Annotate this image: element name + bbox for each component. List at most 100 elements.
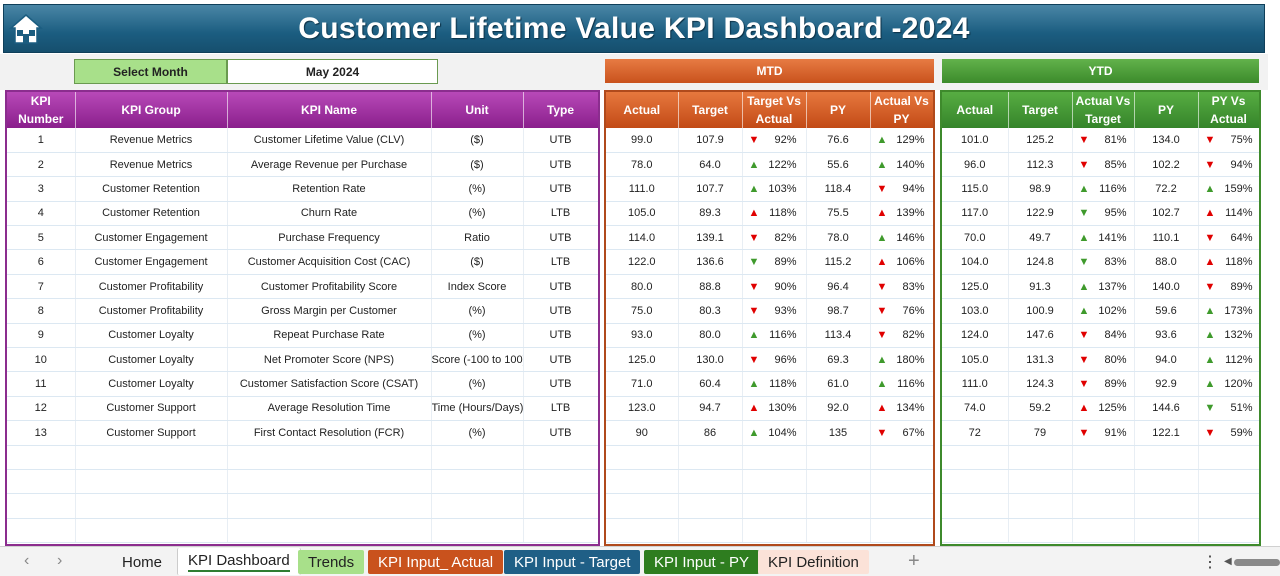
home-icon[interactable] [9, 12, 43, 46]
ytd-actual: 70.0 [942, 225, 1009, 251]
mtd-actual: 114.0 [606, 225, 679, 251]
scrollbar-thumb[interactable] [1234, 559, 1280, 566]
kpi-type: UTB [523, 152, 598, 178]
triangle-down-icon: ▼ [1204, 231, 1216, 244]
mtd-actual: 90 [606, 420, 679, 446]
kpi-unit: Score (-100 to 100) [431, 347, 524, 373]
ytd-actual-vs-target: ▲ 137% [1072, 274, 1135, 300]
table-row: 123.0 94.7 ▲ 130% 92.0 ▲ 134% [606, 396, 933, 422]
empty-cell [7, 469, 76, 495]
percent-value: 94% [1230, 158, 1253, 171]
ytd-target: 122.9 [1008, 201, 1073, 227]
tab-kpi-definition[interactable]: KPI Definition [758, 550, 869, 574]
kpi-group: Customer Loyalty [75, 371, 228, 397]
more-options-icon[interactable]: ⋮ [1202, 554, 1218, 571]
tab-home[interactable]: Home [122, 553, 163, 571]
empty-cell [1072, 518, 1135, 544]
kpi-unit: (%) [431, 176, 524, 202]
mtd-target-vs-actual: ▲ 116% [742, 323, 807, 349]
table-row [7, 518, 598, 544]
mtd-target: 80.0 [678, 323, 743, 349]
empty-cell [742, 469, 807, 495]
kpi-number: 4 [7, 201, 76, 227]
table-row: 125.0 130.0 ▼ 96% 69.3 ▲ 180% [606, 347, 933, 373]
column-header: PY Vs Actual [1198, 92, 1259, 128]
percent-value: 137% [1098, 280, 1127, 293]
table-row: 1 Revenue Metrics Customer Lifetime Value … [7, 128, 598, 153]
empty-cell [742, 518, 807, 544]
table-row: 124.0 147.6 ▼ 84% 93.6 ▲ 132% [942, 323, 1259, 349]
percent-value: 96% [774, 353, 797, 366]
ytd-actual: 104.0 [942, 249, 1009, 275]
percent-value: 102% [1098, 304, 1127, 317]
kpi-group: Revenue Metrics [75, 152, 228, 178]
mtd-actual: 80.0 [606, 274, 679, 300]
empty-cell [1008, 469, 1073, 495]
month-selector[interactable]: May 2024 [227, 59, 438, 84]
mtd-target-vs-actual: ▼ 89% [742, 249, 807, 275]
empty-cell [523, 518, 598, 544]
mtd-panel: Actual Target Target Vs Actual PY Actual Vs … [604, 90, 935, 546]
table-row: 6 Customer Engagement Customer Acquisition… [7, 249, 598, 275]
kpi-name: Customer Lifetime Value (CLV) [227, 128, 432, 153]
kpi-type: UTB [523, 347, 598, 373]
scroll-tabs-right-icon[interactable]: › [57, 552, 63, 569]
ytd-py-vs-actual: ▼ 51% [1198, 396, 1259, 422]
percent-value: 129% [896, 133, 925, 146]
empty-cell [806, 493, 871, 519]
empty-cell [75, 469, 228, 495]
tab-kpi-input-actual[interactable]: KPI Input_ Actual [368, 550, 504, 574]
ytd-py-vs-actual: ▼ 94% [1198, 152, 1259, 178]
kpi-unit: (%) [431, 371, 524, 397]
empty-cell [942, 518, 1009, 544]
empty-cell [870, 518, 933, 544]
mtd-actual: 93.0 [606, 323, 679, 349]
percent-value: 94% [902, 182, 925, 195]
table-row [942, 493, 1259, 519]
mtd-py: 92.0 [806, 396, 871, 422]
table-row [606, 493, 933, 519]
mtd-py: 113.4 [806, 323, 871, 349]
ytd-table: Actual Target Actual Vs Target PY PY Vs Actu… [942, 92, 1259, 544]
ytd-py-vs-actual: ▲ 159% [1198, 176, 1259, 202]
percent-value: 89% [1104, 378, 1127, 391]
horizontal-scrollbar[interactable]: ◀ [1222, 556, 1280, 568]
add-sheet-icon[interactable]: + [908, 550, 920, 572]
kpi-name: First Contact Resolution (FCR) [227, 420, 432, 446]
tab-trends[interactable]: Trends [298, 550, 365, 574]
mtd-py: 76.6 [806, 128, 871, 153]
table-row: 111.0 124.3 ▼ 89% 92.9 ▲ 120% [942, 371, 1259, 397]
table-row: 7 Customer Profitability Customer Profitab… [7, 274, 598, 300]
percent-value: 90% [774, 280, 797, 293]
tab-kpi-input-target[interactable]: KPI Input - Target [504, 550, 641, 574]
empty-cell [678, 518, 743, 544]
ytd-py: 134.0 [1134, 128, 1199, 153]
triangle-up-icon: ▲ [1204, 378, 1216, 391]
ytd-target: 98.9 [1008, 176, 1073, 202]
table-row: 115.0 98.9 ▲ 116% 72.2 ▲ 159% [942, 176, 1259, 202]
triangle-up-icon: ▲ [876, 378, 888, 391]
percent-value: 116% [1099, 182, 1127, 195]
percent-value: 104% [768, 426, 797, 439]
empty-cell [742, 445, 807, 470]
mtd-actual-vs-py: ▼ 82% [870, 323, 933, 349]
tab-kpi-input-py[interactable]: KPI Input - PY [644, 550, 760, 574]
ytd-target: 124.3 [1008, 371, 1073, 397]
ytd-target: 100.9 [1008, 298, 1073, 324]
scroll-tabs-left-icon[interactable]: ‹ [24, 552, 30, 569]
ytd-actual-vs-target: ▼ 83% [1072, 249, 1135, 275]
ytd-section-header: YTD [942, 59, 1259, 83]
ytd-actual-vs-target: ▲ 125% [1072, 396, 1135, 422]
ytd-actual: 74.0 [942, 396, 1009, 422]
kpi-unit: ($) [431, 249, 524, 275]
table-row: 71.0 60.4 ▲ 118% 61.0 ▲ 116% [606, 371, 933, 397]
kpi-unit: (%) [431, 420, 524, 446]
ytd-actual-vs-target: ▼ 95% [1072, 201, 1135, 227]
triangle-down-icon: ▼ [1204, 402, 1216, 415]
mtd-target: 89.3 [678, 201, 743, 227]
tab-kpi-dashboard[interactable]: KPI Dashboard [177, 548, 301, 575]
kpi-number: 6 [7, 249, 76, 275]
scroll-left-icon[interactable]: ◀ [1224, 556, 1232, 567]
empty-cell [431, 493, 524, 519]
percent-value: 85% [1104, 158, 1127, 171]
